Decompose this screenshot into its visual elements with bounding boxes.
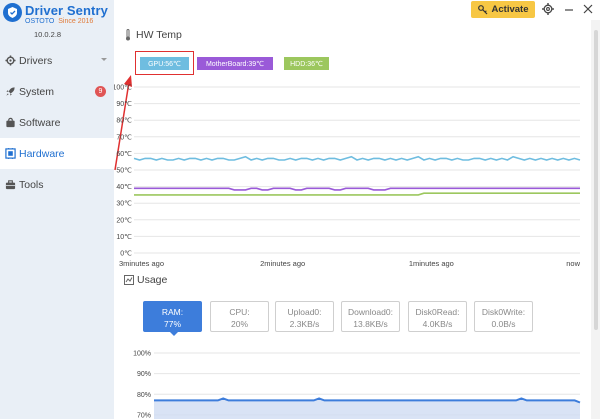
usage-icon bbox=[124, 275, 134, 285]
usage-title: Usage bbox=[137, 274, 168, 286]
x-tick-label: 3minutes ago bbox=[119, 259, 164, 268]
sidebar-nav: Drivers System 9 Software Hardware Tools bbox=[0, 45, 114, 200]
series-line-gpu bbox=[133, 155, 581, 161]
sidebar-item-system[interactable]: System 9 bbox=[0, 76, 114, 107]
chevron-down-icon bbox=[101, 58, 107, 61]
usage-tile-cpu[interactable]: CPU: 20% bbox=[210, 301, 269, 332]
series-line-ram bbox=[154, 397, 581, 404]
activate-button[interactable]: Activate bbox=[471, 1, 535, 18]
hw-temp-title: HW Temp bbox=[136, 29, 182, 41]
key-icon bbox=[477, 4, 487, 14]
close-icon[interactable] bbox=[581, 2, 595, 16]
y-tick-label: 70% bbox=[137, 412, 151, 419]
legend-hdd[interactable]: HDD:36℃ bbox=[284, 57, 329, 70]
x-tick-label: now bbox=[566, 259, 580, 268]
tile-value: 77% bbox=[163, 319, 181, 329]
y-tick-label: 80% bbox=[137, 392, 151, 399]
usage-chart: 100% 90% 80% 70% bbox=[133, 351, 581, 419]
scrollbar-thumb[interactable] bbox=[594, 30, 598, 330]
usage-tile-download[interactable]: Download0: 13.8KB/s bbox=[341, 301, 400, 332]
app-logo bbox=[3, 3, 22, 22]
notification-badge: 9 bbox=[95, 86, 106, 97]
tile-label: Disk0Write: bbox=[481, 307, 526, 317]
legend-motherboard-label: MotherBoard:39℃ bbox=[205, 60, 265, 68]
app-title: Driver Sentry bbox=[25, 3, 108, 18]
y-tick-label: 70℃ bbox=[116, 134, 132, 141]
sidebar-item-tools[interactable]: Tools bbox=[0, 169, 114, 200]
since-text: Since 2016 bbox=[58, 18, 94, 25]
y-tick-label: 100% bbox=[133, 351, 151, 358]
gear-icon bbox=[5, 55, 16, 66]
tile-value: 0.0B/s bbox=[491, 319, 516, 329]
usage-tile-disk-read[interactable]: Disk0Read: 4.0KB/s bbox=[408, 301, 467, 332]
usage-tile-ram[interactable]: RAM: 77% bbox=[143, 301, 202, 332]
x-tick-label: 1minutes ago bbox=[409, 259, 454, 268]
y-tick-label: 0℃ bbox=[120, 251, 132, 258]
x-tick-label: 2minutes ago bbox=[260, 259, 305, 268]
y-tick-label: 40℃ bbox=[116, 184, 132, 191]
y-tick-label: 90℃ bbox=[116, 101, 132, 108]
bag-icon bbox=[6, 117, 15, 128]
activate-label: Activate bbox=[491, 4, 529, 15]
sidebar-item-hardware[interactable]: Hardware bbox=[0, 138, 114, 169]
sidebar-item-label: System bbox=[19, 85, 55, 98]
annotation-arrow bbox=[114, 75, 132, 171]
tile-value: 13.8KB/s bbox=[353, 319, 388, 329]
series-line-hdd bbox=[134, 192, 580, 196]
hw-temp-chart: 100℃ 90℃ 80℃ 70℃ 60℃ 50℃ 40℃ 30℃ 20℃ 10℃ 0℃ 3minut… bbox=[114, 85, 581, 269]
sidebar-item-label: Tools bbox=[19, 178, 44, 191]
thermometer-icon bbox=[126, 29, 130, 41]
legend-gpu-label: GPU:56℃ bbox=[148, 60, 181, 68]
sidebar-item-label: Software bbox=[19, 116, 61, 129]
tile-value: 2.3KB/s bbox=[289, 319, 320, 329]
sidebar-item-software[interactable]: Software bbox=[0, 107, 114, 138]
grid-icon bbox=[5, 148, 16, 159]
series-area-ram bbox=[154, 398, 580, 419]
y-tick-label: 90% bbox=[137, 371, 151, 378]
y-tick-label: 50℃ bbox=[116, 168, 132, 175]
y-tick-label: 30℃ bbox=[116, 201, 132, 208]
app-version: 10.0.2.8 bbox=[34, 30, 62, 39]
legend-motherboard[interactable]: MotherBoard:39℃ bbox=[197, 57, 273, 70]
settings-icon[interactable] bbox=[541, 2, 555, 16]
usage-tile-upload[interactable]: Upload0: 2.3KB/s bbox=[275, 301, 334, 332]
tile-label: CPU: bbox=[229, 307, 250, 317]
tile-label: Download0: bbox=[348, 307, 393, 317]
sidebar-item-drivers[interactable]: Drivers bbox=[0, 45, 114, 76]
tile-label: RAM: bbox=[161, 307, 184, 317]
y-tick-label: 80℃ bbox=[116, 118, 132, 125]
sidebar-item-label: Drivers bbox=[19, 54, 53, 67]
y-tick-label: 20℃ bbox=[116, 217, 132, 224]
legend-hdd-label: HDD:36℃ bbox=[290, 60, 323, 68]
active-tile-pointer bbox=[170, 332, 178, 336]
minimize-icon[interactable] bbox=[562, 2, 576, 16]
series-line-motherboard bbox=[134, 187, 580, 191]
sidebar-item-label: Hardware bbox=[19, 147, 65, 160]
usage-tile-disk-write[interactable]: Disk0Write: 0.0B/s bbox=[474, 301, 533, 332]
tile-value: 20% bbox=[230, 319, 248, 329]
rocket-icon bbox=[6, 87, 15, 96]
y-tick-label: 10℃ bbox=[116, 234, 132, 241]
tile-value: 4.0KB/s bbox=[422, 319, 453, 329]
legend-gpu[interactable]: GPU:56℃ bbox=[140, 57, 189, 70]
tile-label: Upload0: bbox=[287, 307, 322, 317]
brand-header: Driver Sentry OSTOTO Since 2016 10.0.2.8 bbox=[0, 0, 114, 44]
gpu-highlight-box bbox=[135, 51, 194, 75]
y-tick-label: 100℃ bbox=[114, 85, 132, 92]
company-line: OSTOTO Since 2016 bbox=[25, 18, 93, 25]
tile-label: Disk0Read: bbox=[415, 307, 460, 317]
company-name: OSTOTO bbox=[25, 18, 55, 25]
toolbox-icon bbox=[5, 180, 16, 190]
sidebar: Driver Sentry OSTOTO Since 2016 10.0.2.8… bbox=[0, 0, 114, 419]
y-tick-label: 60℃ bbox=[116, 151, 132, 158]
